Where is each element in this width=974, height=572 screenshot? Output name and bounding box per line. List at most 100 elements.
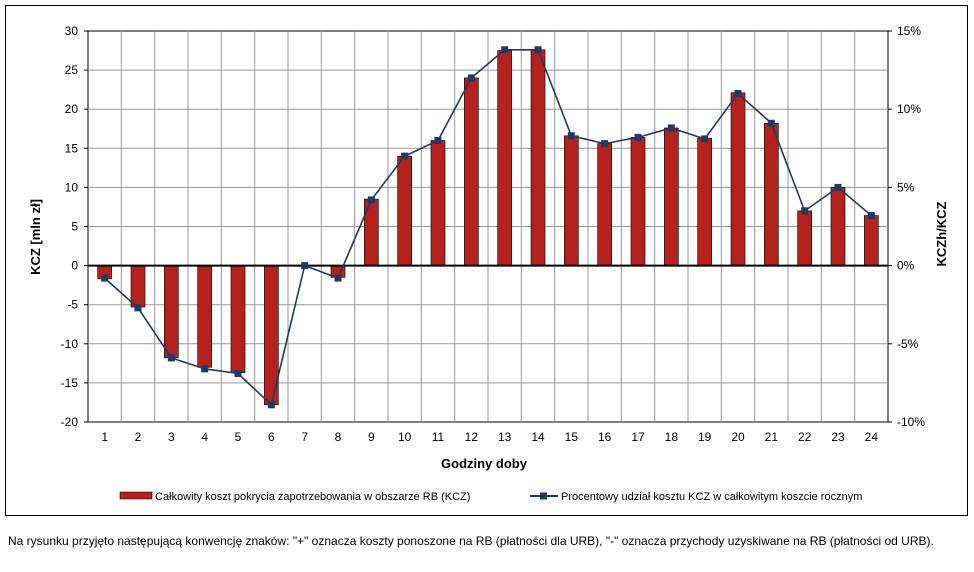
- x-tick-label: 22: [798, 430, 812, 444]
- line-marker-hour-20: [734, 90, 742, 98]
- x-tick-label: 7: [301, 430, 308, 444]
- x-tick-label: 6: [268, 430, 275, 444]
- x-tick-label: 4: [201, 430, 208, 444]
- legend-bar-swatch: [119, 491, 153, 500]
- legend: Całkowity koszt pokrycia zapotrzebowania…: [119, 491, 862, 503]
- line-marker-hour-6: [267, 401, 275, 409]
- right-tick-label: -10%: [897, 415, 925, 429]
- line-marker-hour-7: [301, 262, 309, 270]
- bar-hour-15: [564, 135, 579, 266]
- bar-hour-24: [864, 215, 879, 266]
- left-tick-label: 15: [65, 141, 79, 155]
- line-marker-hour-15: [567, 132, 575, 140]
- line-marker-hour-16: [601, 140, 609, 148]
- x-tick-label: 24: [865, 430, 879, 444]
- left-tick-label: 25: [65, 63, 79, 77]
- x-tick-label: 17: [631, 430, 645, 444]
- x-tick-label: 16: [598, 430, 612, 444]
- right-tick-label: 10%: [897, 102, 921, 116]
- x-tick-label: 23: [831, 430, 845, 444]
- x-tick-label: 11: [432, 430, 445, 444]
- x-tick-label: 14: [531, 430, 545, 444]
- x-tick-label: 13: [498, 430, 512, 444]
- bar-hour-17: [630, 137, 646, 266]
- bar-hour-11: [430, 140, 446, 266]
- line-marker-hour-21: [767, 119, 775, 127]
- legend-bar-label: Całkowity koszt pokrycia zapotrzebowania…: [155, 491, 470, 503]
- bar-hour-14: [530, 49, 546, 266]
- x-tick-label: 19: [698, 430, 712, 444]
- x-axis-ticks: 1 2 3 4 5 6 7 8 9 10 11 12 13 14 15 16 17 18 19 20 21 22 23 24: [101, 430, 878, 444]
- legend-line-label: Procentowy udział kosztu KCZ w całkowity…: [561, 491, 862, 503]
- right-axis-title: KCZh/KCZ: [934, 201, 949, 266]
- x-tick-label: 18: [665, 430, 679, 444]
- line-series: [101, 46, 875, 409]
- line-marker-hour-18: [667, 124, 675, 132]
- line-marker-hour-23: [834, 183, 842, 191]
- legend-line-marker: [540, 492, 547, 500]
- line-marker-hour-12: [467, 74, 475, 82]
- line-marker-hour-22: [801, 207, 809, 215]
- bar-hour-22: [797, 210, 812, 266]
- line-marker-hour-14: [534, 46, 542, 54]
- bar-hour-21: [764, 122, 779, 266]
- chart-frame: 30 25 20 15 10 5 0 -5 -10 -15 -20 15% 10% 5% 0% -5% -10…: [5, 5, 968, 516]
- left-tick-label: 0: [71, 259, 78, 273]
- line-marker-hour-11: [434, 136, 442, 144]
- line-marker-hour-17: [634, 133, 642, 141]
- x-tick-label: 5: [235, 430, 242, 444]
- left-axis-title: KCZ [mln zł]: [28, 199, 43, 275]
- x-tick-label: 9: [368, 430, 375, 444]
- right-axis-ticks: 15% 10% 5% 0% -5% -10%: [888, 24, 925, 429]
- left-tick-label: -15: [61, 376, 79, 390]
- x-tick-label: 3: [168, 430, 175, 444]
- line-marker-hour-4: [201, 365, 209, 373]
- bar-hour-18: [664, 127, 679, 266]
- x-axis-title: Godziny doby: [441, 456, 528, 471]
- bar-hour-10: [397, 155, 412, 266]
- line-marker-hour-3: [167, 354, 175, 362]
- x-tick-label: 10: [398, 430, 412, 444]
- left-tick-label: 5: [71, 220, 78, 234]
- footnote: Na rysunku przyjęto następującą konwencj…: [8, 534, 934, 548]
- x-tick-label: 2: [135, 430, 142, 444]
- left-tick-label: 30: [65, 24, 79, 38]
- line-marker-hour-8: [334, 274, 342, 282]
- bar-hour-2: [130, 265, 146, 308]
- bar-hour-20: [730, 92, 746, 266]
- line-marker-hour-19: [701, 135, 709, 143]
- bar-hour-3: [164, 265, 179, 359]
- line-marker-hour-5: [234, 370, 242, 378]
- right-tick-label: 0%: [897, 259, 915, 273]
- x-tick-label: 8: [335, 430, 342, 444]
- x-tick-label: 15: [565, 430, 579, 444]
- line-marker-hour-2: [134, 304, 142, 312]
- bar-hour-9: [364, 198, 379, 266]
- percentage-line: [104, 48, 872, 407]
- bar-hour-19: [697, 137, 712, 266]
- bar-hour-5: [230, 265, 246, 374]
- right-tick-label: -5%: [897, 337, 919, 351]
- bar-hour-23: [830, 187, 846, 266]
- left-tick-label: -10: [61, 337, 79, 351]
- left-axis-ticks: 30 25 20 15 10 5 0 -5 -10 -15 -20: [61, 24, 88, 429]
- left-tick-label: 10: [65, 180, 79, 194]
- line-marker-hour-10: [401, 152, 409, 160]
- x-tick-label: 20: [731, 430, 745, 444]
- bar-hour-16: [597, 143, 612, 266]
- line-marker-hour-9: [367, 196, 375, 204]
- right-tick-label: 5%: [897, 180, 915, 194]
- line-marker-hour-24: [867, 212, 875, 220]
- left-tick-label: -20: [61, 415, 79, 429]
- left-tick-label: 20: [65, 102, 79, 116]
- bar-hour-13: [497, 50, 512, 266]
- left-tick-label: -5: [67, 298, 78, 312]
- x-tick-label: 1: [101, 430, 108, 444]
- line-marker-hour-1: [101, 274, 109, 282]
- line-marker-hour-13: [501, 46, 509, 54]
- x-tick-label: 12: [465, 430, 479, 444]
- bar-hour-12: [464, 77, 479, 266]
- bar-hour-4: [197, 265, 212, 368]
- x-tick-label: 21: [765, 430, 779, 444]
